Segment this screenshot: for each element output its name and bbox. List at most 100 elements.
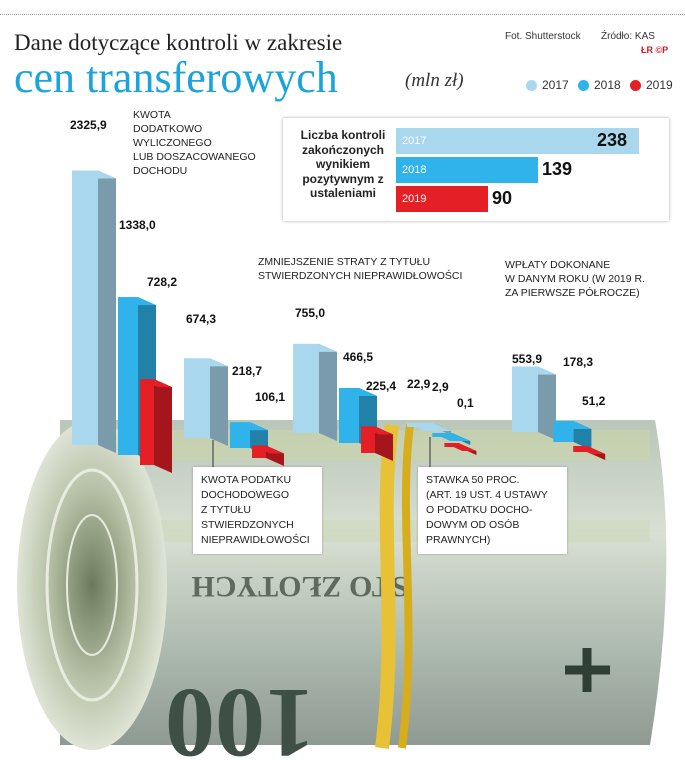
note-g3-line: ZMNIEJSZENIE STRATY Z TYTUŁU bbox=[258, 256, 431, 268]
note-g1-line: DODATKOWO bbox=[133, 123, 203, 135]
inset-title: Liczba kontroli zakończonych wynikiem po… bbox=[300, 128, 386, 200]
legend-swatch-2019 bbox=[630, 79, 641, 91]
callout-g2-line: Z TYTUŁU bbox=[201, 504, 251, 516]
inset-bar-2019: 2019 bbox=[396, 186, 488, 212]
photo-credit: Fot. Shutterstock bbox=[505, 31, 581, 42]
bar-g1-2017-top bbox=[72, 170, 116, 179]
bar-g1-2019-side bbox=[154, 379, 172, 473]
legend-swatch-2017 bbox=[526, 79, 537, 91]
value-label-g4-2017: 22,9 bbox=[407, 377, 431, 391]
note-g5-line: WPŁATY DOKONANE bbox=[505, 259, 611, 271]
banknote-words: STO ZŁOTYCH bbox=[191, 570, 408, 603]
note-group-3: ZMNIEJSZENIE STRATY Z TYTUŁU STWIERDZONY… bbox=[258, 255, 462, 283]
top-rule bbox=[0, 14, 685, 15]
note-g3-line: STWIERDZONYCH NIEPRAWIDŁOWOŚCI bbox=[258, 270, 463, 282]
callout-group-4: STAWKA 50 PROC. (ART. 19 UST. 4 USTAWY O… bbox=[418, 467, 567, 554]
note-g1-line: WYLICZONEGO bbox=[133, 137, 212, 149]
value-label-g4-2018: 2,9 bbox=[432, 380, 449, 394]
bar-g1-2019-top bbox=[140, 379, 172, 388]
bar-g2-2019-top bbox=[252, 445, 284, 454]
inset-bar-year-2018: 2018 bbox=[402, 164, 427, 176]
value-label-g4-2019: 0,1 bbox=[457, 396, 474, 410]
bar-g1-2017-side bbox=[98, 170, 116, 453]
bar-g3-2019-front bbox=[361, 426, 375, 453]
inset-panel: Liczba kontroli zakończonych wynikiem po… bbox=[283, 118, 669, 221]
inset-value-2019: 90 bbox=[492, 188, 513, 208]
bar-g2-2017-top bbox=[184, 358, 228, 367]
legend-item-2019: 2019 bbox=[630, 78, 673, 92]
inset-value-2017: 238 bbox=[597, 130, 628, 150]
bar-g4-2019-top bbox=[444, 443, 477, 451]
legend-label-2017: 2017 bbox=[542, 78, 569, 92]
title-line-2: cen transferowych bbox=[14, 53, 338, 102]
value-label-g5-2018: 178,3 bbox=[563, 355, 594, 369]
bar-g3-2018-top bbox=[339, 387, 377, 396]
inset-bar-year-2017: 2017 bbox=[402, 135, 427, 147]
legend-label-2018: 2018 bbox=[594, 78, 621, 92]
unit-label: (mln zł) bbox=[405, 70, 464, 91]
bar-g5-2017-front bbox=[512, 366, 538, 432]
bar-g3-2019-side bbox=[375, 426, 393, 461]
value-label-g1-2018: 1338,0 bbox=[119, 218, 156, 232]
callout-g2-line: KWOTA PODATKU bbox=[201, 474, 292, 486]
callout-g2-line: STWIERDZONYCH bbox=[201, 519, 294, 531]
bar-g4-2017-top bbox=[407, 423, 451, 431]
bar-g1-2018-top bbox=[118, 297, 156, 306]
note-g5-line: W DANYM ROKU (W 2019 R. bbox=[505, 273, 646, 285]
inset-bar-2018: 2018 bbox=[396, 157, 538, 183]
bar-g4-2018-top bbox=[432, 433, 471, 441]
bar-g3-2017-front bbox=[293, 343, 319, 433]
inset-bar-year-2019: 2019 bbox=[402, 193, 427, 205]
note-group-1: KWOTA DODATKOWO WYLICZONEGO LUB DOSZACOW… bbox=[133, 108, 256, 178]
callout-g4-line: DOWYM OD OSÓB bbox=[426, 519, 520, 531]
roll-end bbox=[17, 420, 167, 750]
note-group-5: WPŁATY DOKONANE W DANYM ROKU (W 2019 R. … bbox=[505, 258, 645, 300]
bar-g1-2019-front bbox=[140, 379, 154, 465]
publisher-logo: ŁR ©P bbox=[641, 45, 669, 55]
callout-g4-line: STAWKA 50 PROC. bbox=[426, 474, 520, 486]
note-g1-line: KWOTA bbox=[133, 109, 171, 121]
bar-g2-2018-top bbox=[230, 422, 268, 431]
value-label-g1-2017: 2325,9 bbox=[70, 118, 107, 132]
bar-g5-2017-top bbox=[512, 366, 556, 375]
value-label-g2-2019: 106,1 bbox=[255, 390, 286, 404]
value-label-g1-2019: 728,2 bbox=[147, 275, 178, 289]
value-label-g3-2018: 466,5 bbox=[343, 350, 374, 364]
inset-value-2018: 139 bbox=[542, 159, 573, 179]
rubber-band bbox=[375, 423, 399, 749]
callout-g4-line: O PODATKU DOCHO- bbox=[426, 504, 533, 516]
legend-label-2019: 2019 bbox=[646, 78, 673, 92]
legend-item-2017: 2017 bbox=[526, 78, 569, 92]
bar-g3-2017-side bbox=[319, 343, 337, 441]
note-g1-line: LUB DOSZACOWANEGO bbox=[133, 151, 256, 163]
value-label-g2-2017: 674,3 bbox=[186, 312, 217, 326]
banknote-digits: 100 bbox=[165, 668, 315, 760]
value-label-g5-2019: 51,2 bbox=[582, 394, 606, 408]
bar-g1-2017-front bbox=[72, 170, 98, 445]
title-line-1: Dane dotyczące kontroli w zakresie bbox=[14, 30, 343, 55]
value-label-g2-2018: 218,7 bbox=[232, 364, 263, 378]
bar-g3-2018-front bbox=[339, 387, 359, 443]
callout-group-2: KWOTA PODATKU DOCHODOWEGO Z TYTUŁU STWIE… bbox=[193, 467, 322, 554]
bar-g2-2017-front bbox=[184, 358, 210, 438]
bar-g1-2018-front bbox=[118, 297, 138, 455]
value-label-g3-2019: 225,4 bbox=[366, 379, 397, 393]
legend-swatch-2018 bbox=[578, 79, 589, 91]
callout-g2-line: DOCHODOWEGO bbox=[201, 489, 290, 501]
value-label-g5-2017: 553,9 bbox=[512, 352, 543, 366]
legend-item-2018: 2018 bbox=[578, 78, 621, 92]
source-credit: Źródło: KAS bbox=[601, 31, 655, 42]
bar-g5-2018-top bbox=[553, 420, 592, 429]
note-g5-line: ZA PIERWSZE PÓŁROCZE) bbox=[505, 287, 640, 299]
note-g1-line: DOCHODU bbox=[133, 165, 188, 177]
bar-g5-2017-side bbox=[538, 366, 556, 440]
bar-g3-2019-top bbox=[361, 426, 393, 435]
value-label-g3-2017: 755,0 bbox=[295, 306, 326, 320]
bar-g2-2017-side bbox=[210, 358, 228, 446]
callout-g2-line: NIEPRAWIDŁOWOŚCI bbox=[201, 534, 310, 546]
bar-g5-2019-top bbox=[573, 445, 606, 454]
bar-g3-2017-top bbox=[293, 343, 337, 352]
callout-g4-line: PRAWNYCH) bbox=[426, 534, 491, 546]
